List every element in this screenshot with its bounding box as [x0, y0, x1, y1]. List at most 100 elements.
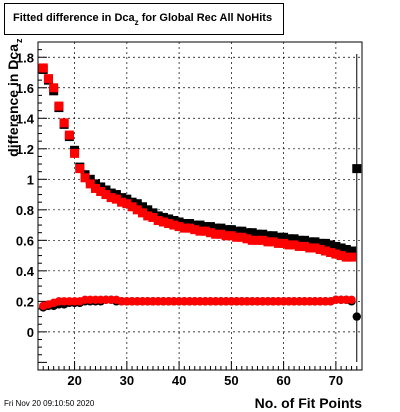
data-point-square — [247, 235, 257, 245]
data-point-square — [117, 197, 127, 207]
data-point-square — [205, 222, 215, 232]
data-point-square — [153, 211, 163, 221]
data-point-square — [195, 220, 205, 230]
data-point-square — [268, 231, 278, 241]
data-point-square — [300, 235, 310, 245]
data-point-square — [294, 235, 304, 245]
data-point-square — [179, 219, 189, 229]
y-tick-label: 1.6 — [16, 81, 34, 96]
data-point-square — [242, 228, 252, 238]
data-point-square — [211, 223, 221, 233]
data-point-square — [122, 194, 132, 204]
data-point-square — [279, 232, 289, 242]
y-tick-label: 1.8 — [16, 50, 34, 65]
data-point-square — [138, 208, 148, 218]
data-point-square — [111, 194, 121, 204]
data-point-square — [96, 187, 106, 197]
data-point-square — [106, 193, 116, 203]
data-point-square — [190, 220, 200, 230]
data-point-square — [169, 220, 179, 230]
data-point-square — [158, 212, 168, 222]
data-point-square — [226, 231, 236, 241]
data-point-square — [85, 179, 95, 189]
data-point-square — [132, 205, 142, 215]
data-point-square — [70, 148, 80, 158]
data-point-square — [221, 225, 231, 235]
data-point-square — [331, 241, 341, 251]
data-point-square — [101, 190, 111, 200]
data-point-square — [273, 238, 283, 248]
chart-title-box: Fitted difference in Dcaz for Global Rec… — [4, 3, 284, 35]
chart-title-subscript: z — [134, 18, 139, 27]
data-point-square — [310, 237, 320, 247]
data-point-square — [341, 244, 351, 254]
data-point-square — [258, 229, 268, 239]
data-point-square — [294, 241, 304, 251]
data-point-square — [289, 240, 299, 250]
x-tick-label: 60 — [276, 373, 290, 388]
data-point-square — [289, 234, 299, 244]
data-point-square — [216, 229, 226, 239]
data-point-square — [200, 222, 210, 232]
data-point-square — [237, 232, 247, 242]
data-point-square — [164, 214, 174, 224]
y-tick-label: 1.2 — [16, 142, 34, 157]
data-point-square — [179, 223, 189, 233]
data-point-circle — [352, 312, 361, 321]
data-point-square — [315, 238, 325, 248]
y-tick-label: 0.4 — [16, 264, 35, 279]
data-point-square — [127, 197, 137, 207]
data-point-square — [49, 83, 59, 93]
data-point-square — [96, 182, 106, 192]
data-point-square — [174, 222, 184, 232]
data-point-square — [336, 243, 346, 253]
data-point-square — [143, 211, 153, 221]
data-point-square — [315, 244, 325, 254]
plot-frame — [37, 41, 363, 371]
x-tick-label: 50 — [224, 373, 238, 388]
data-point-square — [347, 252, 357, 262]
data-point-square — [148, 208, 158, 218]
data-point-square — [226, 225, 236, 235]
data-point-square — [148, 212, 158, 222]
data-point-square — [38, 63, 48, 73]
data-point-square — [153, 215, 163, 225]
data-point-square — [158, 217, 168, 227]
y-tick-label: 0.8 — [16, 203, 34, 218]
data-point-square — [117, 193, 127, 203]
data-point-square — [320, 246, 330, 256]
chart-title-rest: for Global Rec All NoHits — [141, 12, 273, 24]
data-point-square — [138, 202, 148, 212]
data-point-square — [258, 235, 268, 245]
data-point-square — [263, 231, 273, 241]
footer-timestamp: Fri Nov 20 09:10:50 2020 — [4, 399, 95, 408]
data-point-square — [284, 240, 294, 250]
data-point-square — [320, 238, 330, 248]
x-tick-label: 20 — [67, 373, 81, 388]
data-point-square — [169, 215, 179, 225]
data-point-square — [263, 237, 273, 247]
y-axis-label: difference in Dca — [5, 44, 21, 157]
data-point-square — [331, 249, 341, 259]
data-point-square — [90, 183, 100, 193]
data-point-square — [143, 205, 153, 215]
data-point-square — [232, 226, 242, 236]
data-point-square — [164, 219, 174, 229]
data-point-square — [336, 251, 346, 261]
data-point-square — [347, 246, 357, 256]
data-point-square — [242, 234, 252, 244]
data-point-square — [273, 232, 283, 242]
data-point-square — [90, 179, 100, 189]
data-point-square — [237, 226, 247, 236]
x-tick-label: 30 — [120, 373, 134, 388]
data-point-square — [122, 199, 132, 209]
data-point-square — [59, 118, 69, 128]
data-point-square — [174, 217, 184, 227]
data-point-square — [279, 238, 289, 248]
data-point-square — [200, 226, 210, 236]
data-point-square — [132, 199, 142, 209]
data-point-square — [43, 74, 53, 84]
data-point-square — [211, 229, 221, 239]
chart-title-main: Fitted difference in Dca — [13, 12, 135, 24]
data-point-square — [232, 232, 242, 242]
